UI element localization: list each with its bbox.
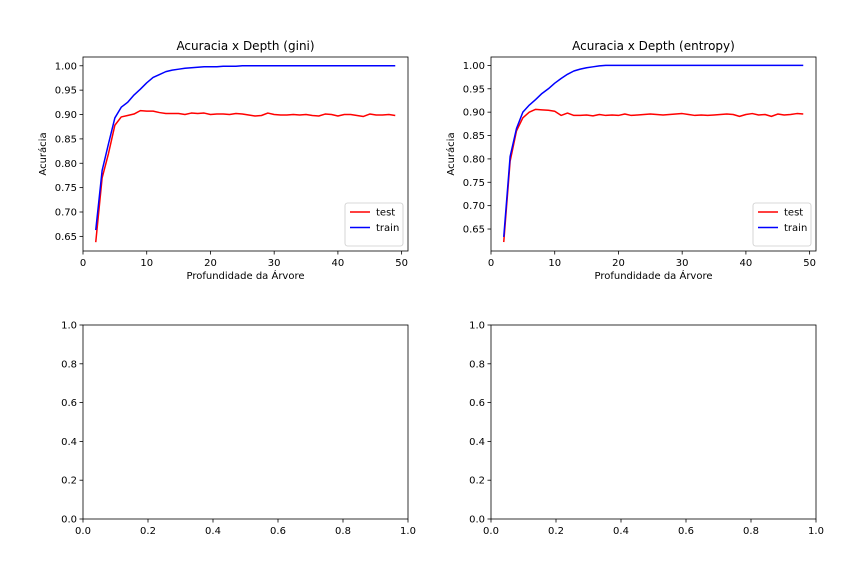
y-tick-label: 1.00 — [463, 61, 485, 72]
x-tick-label: 0.2 — [140, 526, 156, 537]
axes-frame — [490, 324, 817, 520]
x-tick-label: 0.6 — [678, 526, 694, 537]
y-tick-label: 0.4 — [61, 437, 77, 448]
chart-4: 0.0 0.2 0.4 0.6 0.8 1.0 0.0 0.2 0.4 0.6 0.8 1.0 — [469, 321, 824, 538]
x-tick-label: 30 — [268, 258, 281, 269]
series-line-train — [95, 65, 396, 231]
x-tick-label: 0.2 — [548, 526, 564, 537]
x-tick-label: 0.0 — [483, 526, 499, 537]
chart-2: 0 10 20 30 40 50 0.65 0.70 0.75 0.80 0.85 0.90 0.95 1… — [445, 39, 817, 282]
y-tick-label: 0.80 — [463, 154, 485, 165]
x-tick-label: 1.0 — [808, 526, 824, 537]
x-tick-label: 30 — [676, 258, 689, 269]
x-tick-label: 1.0 — [400, 526, 416, 537]
y-tick-label: 0.2 — [61, 476, 77, 487]
y-axis-label: Acurácia — [37, 132, 49, 175]
x-tick-label: 50 — [395, 258, 408, 269]
x-tick-label: 0.4 — [613, 526, 629, 537]
y-tick-label: 0.0 — [61, 515, 77, 526]
y-tick-label: 0.2 — [469, 476, 485, 487]
y-tick-label: 0.75 — [55, 183, 77, 194]
legend-label-test: test — [784, 208, 803, 219]
y-tick-label: 0.85 — [55, 134, 77, 145]
series-line-train — [503, 64, 804, 238]
y-tick-label: 0.8 — [469, 359, 485, 370]
legend-label-train: train — [376, 223, 399, 234]
y-tick-label: 0.0 — [469, 515, 485, 526]
x-tick-label: 0.0 — [75, 526, 91, 537]
x-tick-label: 0.8 — [743, 526, 759, 537]
y-tick-label: 0.80 — [55, 159, 77, 170]
y-tick-label: 1.0 — [61, 321, 77, 332]
y-tick-label: 0.65 — [463, 225, 485, 236]
legend: test train — [344, 202, 404, 247]
legend-box — [752, 202, 812, 247]
y-tick-label: 0.85 — [463, 131, 485, 142]
x-tick-label: 0.8 — [335, 526, 351, 537]
axes-frame — [82, 324, 409, 520]
y-tick-label: 0.95 — [463, 84, 485, 95]
y-tick-label: 1.00 — [55, 61, 77, 72]
y-tick-label: 0.95 — [55, 86, 77, 97]
x-axis-label: Profundidade da Árvore — [594, 269, 712, 282]
y-tick-label: 0.75 — [463, 178, 485, 189]
chart-title: Acuracia x Depth (gini) — [176, 39, 314, 53]
y-tick-label: 0.65 — [55, 232, 77, 243]
x-tick-label: 10 — [548, 258, 561, 269]
legend: test train — [752, 202, 812, 247]
x-tick-label: 0 — [80, 258, 86, 269]
series-line-test — [503, 108, 804, 243]
x-tick-label: 40 — [740, 258, 753, 269]
x-tick-label: 0 — [488, 258, 494, 269]
y-tick-label: 0.70 — [463, 201, 485, 212]
y-tick-label: 0.70 — [55, 208, 77, 219]
legend-label-test: test — [376, 208, 395, 219]
y-axis-label: Acurácia — [445, 132, 457, 175]
x-tick-label: 50 — [803, 258, 816, 269]
x-tick-label: 10 — [140, 258, 153, 269]
legend-box — [344, 202, 404, 247]
y-tick-label: 0.4 — [469, 437, 485, 448]
chart-title: Acuracia x Depth (entropy) — [572, 39, 735, 53]
series-line-test — [95, 109, 396, 243]
x-tick-label: 40 — [332, 258, 345, 269]
y-tick-label: 1.0 — [469, 321, 485, 332]
y-tick-label: 0.6 — [61, 398, 77, 409]
x-tick-label: 0.4 — [205, 526, 221, 537]
y-tick-label: 0.90 — [55, 110, 77, 121]
chart-1: 0 10 20 30 40 50 0.65 0.70 0.75 0.80 0.85 0.90 0.95 1… — [37, 39, 409, 282]
y-tick-label: 0.8 — [61, 359, 77, 370]
x-tick-label: 20 — [204, 258, 217, 269]
legend-label-train: train — [784, 223, 807, 234]
x-axis-label: Profundidade da Árvore — [186, 269, 304, 282]
x-tick-label: 0.6 — [270, 526, 286, 537]
y-tick-label: 0.90 — [463, 108, 485, 119]
x-tick-label: 20 — [612, 258, 625, 269]
chart-3: 0.0 0.2 0.4 0.6 0.8 1.0 0.0 0.2 0.4 0.6 0.8 1.0 — [61, 321, 416, 538]
y-tick-label: 0.6 — [469, 398, 485, 409]
